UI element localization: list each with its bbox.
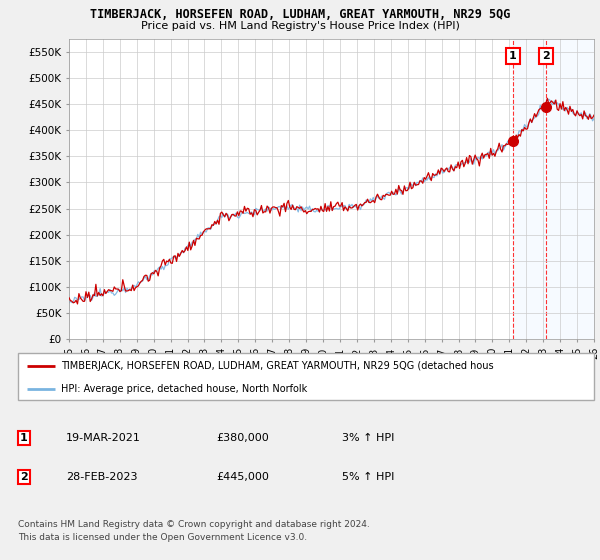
Text: 2: 2 bbox=[542, 51, 550, 61]
Text: £380,000: £380,000 bbox=[216, 433, 269, 443]
Text: 19-MAR-2021: 19-MAR-2021 bbox=[66, 433, 141, 443]
Text: 28-FEB-2023: 28-FEB-2023 bbox=[66, 472, 137, 482]
Text: 1: 1 bbox=[20, 433, 28, 443]
Text: HPI: Average price, detached house, North Norfolk: HPI: Average price, detached house, Nort… bbox=[61, 384, 307, 394]
FancyBboxPatch shape bbox=[18, 353, 594, 400]
Text: 5% ↑ HPI: 5% ↑ HPI bbox=[342, 472, 394, 482]
Text: TIMBERJACK, HORSEFEN ROAD, LUDHAM, GREAT YARMOUTH, NR29 5QG: TIMBERJACK, HORSEFEN ROAD, LUDHAM, GREAT… bbox=[90, 8, 510, 21]
Text: This data is licensed under the Open Government Licence v3.0.: This data is licensed under the Open Gov… bbox=[18, 533, 307, 542]
Text: 3% ↑ HPI: 3% ↑ HPI bbox=[342, 433, 394, 443]
Text: £445,000: £445,000 bbox=[216, 472, 269, 482]
Text: Price paid vs. HM Land Registry's House Price Index (HPI): Price paid vs. HM Land Registry's House … bbox=[140, 21, 460, 31]
Bar bbox=[513, 39, 594, 339]
Text: 2: 2 bbox=[20, 472, 28, 482]
Text: TIMBERJACK, HORSEFEN ROAD, LUDHAM, GREAT YARMOUTH, NR29 5QG (detached hous: TIMBERJACK, HORSEFEN ROAD, LUDHAM, GREAT… bbox=[61, 361, 494, 371]
Text: Contains HM Land Registry data © Crown copyright and database right 2024.: Contains HM Land Registry data © Crown c… bbox=[18, 520, 370, 529]
Text: 1: 1 bbox=[509, 51, 517, 61]
